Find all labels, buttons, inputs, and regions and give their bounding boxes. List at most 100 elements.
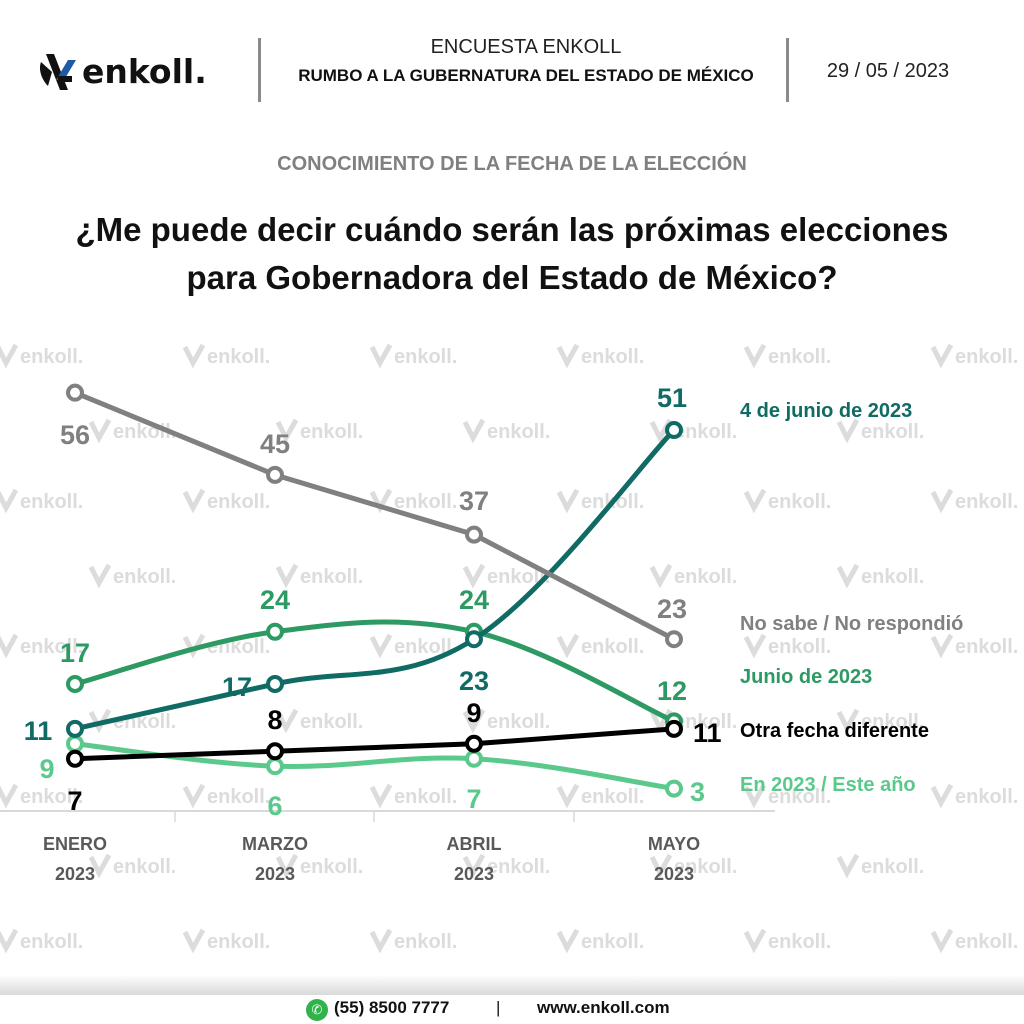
watermark: enkoll. [556,343,644,369]
data-label: 17 [60,638,90,668]
data-point [66,719,84,738]
watermark-logo-icon [556,488,580,514]
watermark-logo-icon [930,633,954,659]
legend-label: No sabe / No respondió [740,613,963,635]
watermark-text: enkoll. [20,636,83,658]
data-label: 3 [690,777,705,807]
watermark: enkoll. [0,343,83,369]
watermark-text: enkoll. [674,711,737,733]
x-tick-label-year: 2023 [654,864,694,884]
watermark-text: enkoll. [300,856,363,878]
watermark-text: enkoll. [487,421,550,443]
data-label: 9 [466,698,481,728]
watermark: enkoll. [930,783,1018,809]
watermark-text: enkoll. [861,856,924,878]
legend-label: Otra fecha diferente [740,720,929,742]
watermark-logo-icon [182,928,206,954]
watermark-logo-icon [182,488,206,514]
watermark: enkoll. [556,928,644,954]
watermark-text: enkoll. [20,346,83,368]
watermark-logo-icon [462,708,486,734]
data-label: 24 [260,585,290,615]
legend-label: 4 de junio de 2023 [740,400,912,422]
series-line [74,726,675,762]
watermark-logo-icon [0,488,19,514]
watermark-text: enkoll. [861,421,924,443]
watermark: enkoll. [930,928,1018,954]
x-tick-label-month: ENERO [43,834,107,854]
watermark-text: enkoll. [768,786,831,808]
watermark-text: enkoll. [20,786,83,808]
watermark-logo-icon [743,783,767,809]
watermark-logo-icon [275,563,299,589]
watermark-logo-icon [556,783,580,809]
watermark-text: enkoll. [861,566,924,588]
data-label: 56 [60,420,90,450]
data-label: 7 [67,786,82,816]
data-label: 45 [260,429,290,459]
x-tick-label-year: 2023 [454,864,494,884]
watermark-logo-icon [182,343,206,369]
x-tick-labels: ENERO 2023 MARZO 2023 ABRIL 2023 MAYO 2023 [43,834,700,884]
series-3 [66,719,683,768]
data-label: 9 [39,754,54,784]
watermark-logo-icon [556,633,580,659]
watermark-text: enkoll. [207,346,270,368]
watermark-logo-icon [930,928,954,954]
series-line [74,390,676,642]
watermark-logo-icon [182,633,206,659]
watermark-logo-icon [369,633,393,659]
data-label: 17 [222,672,252,702]
watermark-logo-icon [275,418,299,444]
question-line-1: ¿Me puede decir cuándo serán las próxima… [75,211,949,248]
watermark-logo-icon [369,928,393,954]
section-title: CONOCIMIENTO DE LA FECHA DE LA ELECCIÓN [277,153,747,175]
data-point [665,779,683,798]
x-tick-label-month: MAYO [648,834,700,854]
data-point [465,630,483,649]
data-label: 11 [24,716,53,746]
watermark-text: enkoll. [955,491,1018,513]
x-tick-label-year: 2023 [55,864,95,884]
watermark-logo-icon [462,853,486,879]
watermark-logo-icon [743,488,767,514]
footer-website[interactable]: www.enkoll.com [537,998,670,1017]
data-label: 51 [657,383,687,413]
watermark: enkoll. [462,853,550,879]
watermark: enkoll. [556,783,644,809]
watermark: enkoll. [556,633,644,659]
watermark-logo-icon [836,563,860,589]
watermark-text: enkoll. [207,931,270,953]
data-point [266,622,284,641]
watermark-logo-icon [930,488,954,514]
enkoll-logo: enkoll. [38,50,213,96]
watermark: enkoll. [275,708,363,734]
data-point [266,742,284,761]
watermark-logo-icon [743,343,767,369]
question-line-2: para Gobernadora del Estado de México? [186,259,838,296]
watermark: enkoll. [88,563,176,589]
data-labels: 11 17 23 51 56 45 37 23 17 24 24 12 7 8 9 11 9 6 7 3 [24,383,722,821]
watermark: enkoll. [743,633,831,659]
x-tick-label-month: ABRIL [447,834,502,854]
watermark: enkoll. [0,488,83,514]
watermark: enkoll. [369,783,457,809]
watermark: enkoll. [182,928,270,954]
watermark: enkoll. [462,418,550,444]
data-point [266,465,284,484]
data-point [465,525,483,544]
watermark-text: enkoll. [581,786,644,808]
data-point [66,675,84,694]
watermark-logo-icon [649,853,673,879]
watermark-logo-icon [0,783,19,809]
data-point [665,421,683,440]
watermark-text: enkoll. [207,491,270,513]
watermark: enkoll. [930,488,1018,514]
enkoll-logo-icon [39,54,76,90]
watermark-logo-icon [743,928,767,954]
series-0 [66,421,683,738]
watermark-logo-icon [0,343,19,369]
data-label: 7 [466,784,481,814]
watermark-logo-icon [369,343,393,369]
watermark: enkoll. [369,633,457,659]
